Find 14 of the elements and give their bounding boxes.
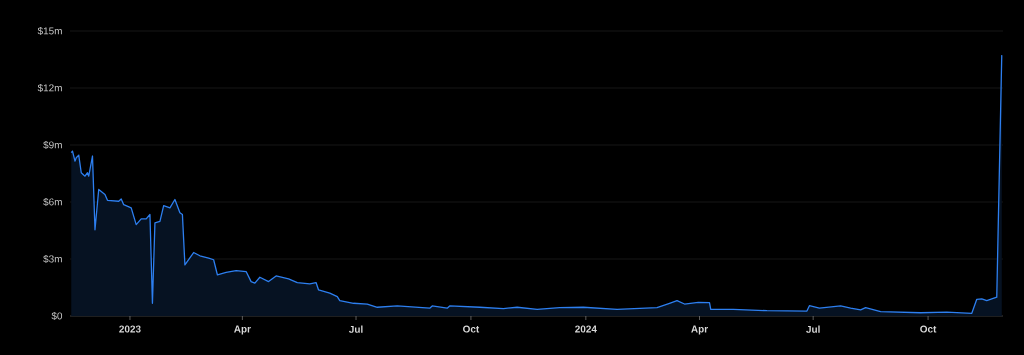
y-tick-label: $15m bbox=[37, 26, 62, 36]
x-tick-label: Apr bbox=[691, 325, 708, 335]
x-tick-label: Jul bbox=[348, 325, 363, 333]
y-tick-label: $3m bbox=[43, 254, 62, 264]
y-tick-label: $9m bbox=[43, 140, 62, 150]
x-tick-label: Jul bbox=[806, 325, 820, 333]
x-tick-label: 2023 bbox=[119, 325, 141, 333]
y-tick-label: $12m bbox=[37, 83, 62, 93]
x-tick-label: Oct bbox=[463, 325, 480, 333]
y-tick-label: $6m bbox=[43, 197, 62, 207]
x-tick-label: 2024 bbox=[575, 325, 597, 333]
y-tick-label: $0 bbox=[51, 311, 63, 321]
x-tick-label: Oct bbox=[920, 325, 937, 333]
x-tick-label: Apr bbox=[234, 325, 251, 335]
